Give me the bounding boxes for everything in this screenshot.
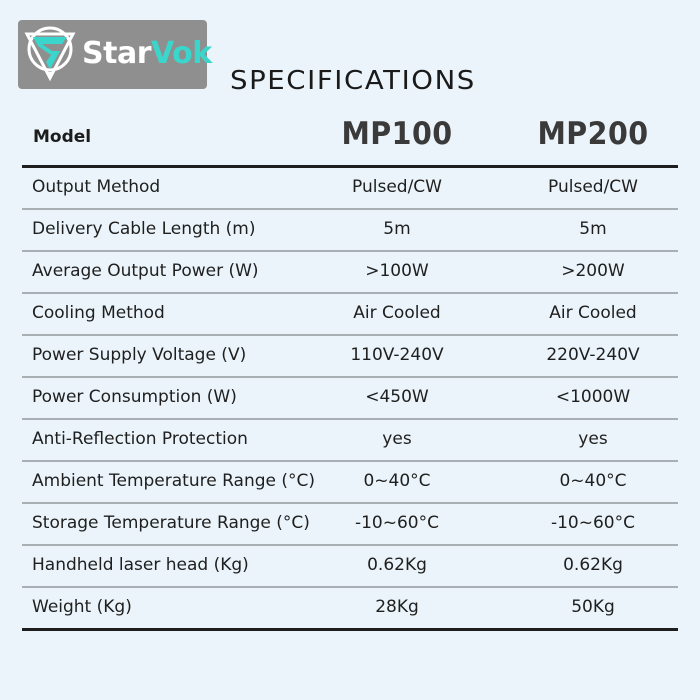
- row-value-mp200: 220V-240V: [546, 345, 640, 365]
- table-row: Average Output Power (W) >100W >200W: [22, 252, 678, 294]
- row-label: Anti-Reflection Protection: [32, 429, 248, 449]
- page-title: SPECIFICATIONS: [230, 66, 476, 96]
- row-value-mp100: -10~60°C: [354, 513, 439, 533]
- header-label-model: Model: [33, 127, 92, 147]
- row-value-mp100: 0.62Kg: [367, 555, 427, 575]
- row-label: Ambient Temperature Range (°C): [32, 471, 316, 491]
- row-label: Output Method: [32, 177, 161, 197]
- table-row: Storage Temperature Range (°C) -10~60°C …: [22, 504, 678, 546]
- row-label: Weight (Kg): [32, 597, 132, 617]
- row-value-mp100: 110V-240V: [350, 345, 444, 365]
- table-row: Anti-Reflection Protection yes yes: [22, 420, 678, 462]
- row-value-mp100: <450W: [365, 387, 429, 407]
- table-row: Weight (Kg) 28Kg 50Kg: [22, 588, 678, 631]
- row-value-mp200: 0.62Kg: [563, 555, 623, 575]
- table-row: Delivery Cable Length (m) 5m 5m: [22, 210, 678, 252]
- row-value-mp200: 5m: [579, 219, 607, 239]
- row-value-mp200: >200W: [561, 261, 625, 281]
- table-row: Cooling Method Air Cooled Air Cooled: [22, 294, 678, 336]
- row-label: Power Supply Voltage (V): [32, 345, 247, 365]
- spec-table: Model MP100 MP200 Output Method Pulsed/C…: [22, 108, 678, 631]
- row-value-mp100: >100W: [365, 261, 429, 281]
- table-row: Power Consumption (W) <450W <1000W: [22, 378, 678, 420]
- row-value-mp200: <1000W: [555, 387, 631, 407]
- header-model-mp100: MP100: [341, 116, 453, 152]
- row-label: Average Output Power (W): [32, 261, 259, 281]
- table-row: Handheld laser head (Kg) 0.62Kg 0.62Kg: [22, 546, 678, 588]
- brand-name-part2: Vok: [151, 36, 212, 71]
- row-label: Power Consumption (W): [32, 387, 237, 407]
- row-value-mp200: yes: [578, 429, 608, 449]
- brand-name: StarVok: [82, 36, 212, 72]
- row-value-mp100: Air Cooled: [353, 303, 441, 323]
- row-value-mp200: -10~60°C: [550, 513, 635, 533]
- row-value-mp200: Pulsed/CW: [548, 177, 638, 197]
- table-header-row: Model MP100 MP200: [22, 108, 678, 168]
- table-row: Output Method Pulsed/CW Pulsed/CW: [22, 168, 678, 210]
- row-value-mp100: 0~40°C: [363, 471, 431, 491]
- starvok-logo-icon: [24, 26, 76, 82]
- row-label: Delivery Cable Length (m): [32, 219, 256, 239]
- brand-name-part1: Star: [82, 36, 152, 71]
- row-value-mp200: Air Cooled: [549, 303, 637, 323]
- brand-logo: StarVok: [18, 20, 212, 89]
- row-value-mp100: yes: [382, 429, 412, 449]
- row-value-mp100: 28Kg: [375, 597, 419, 617]
- row-label: Cooling Method: [32, 303, 165, 323]
- row-label: Storage Temperature Range (°C): [32, 513, 310, 533]
- row-value-mp200: 50Kg: [571, 597, 615, 617]
- row-label: Handheld laser head (Kg): [32, 555, 249, 575]
- table-row: Power Supply Voltage (V) 110V-240V 220V-…: [22, 336, 678, 378]
- row-value-mp200: 0~40°C: [559, 471, 627, 491]
- row-value-mp100: 5m: [383, 219, 411, 239]
- table-row: Ambient Temperature Range (°C) 0~40°C 0~…: [22, 462, 678, 504]
- row-value-mp100: Pulsed/CW: [352, 177, 442, 197]
- header-model-mp200: MP200: [537, 116, 649, 152]
